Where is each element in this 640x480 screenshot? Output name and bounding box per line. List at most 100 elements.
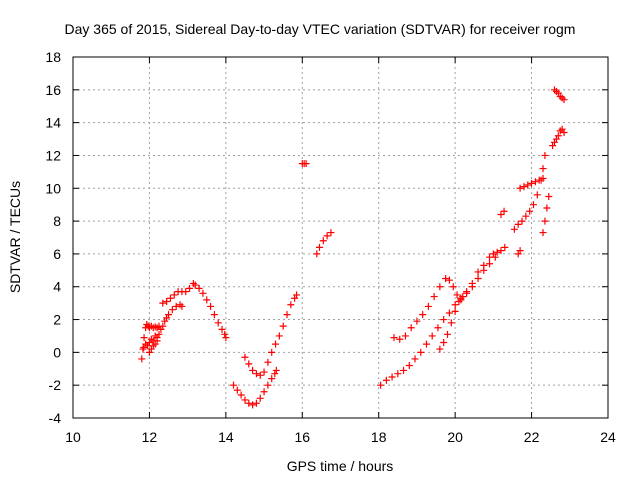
data-point-s3 — [440, 339, 448, 347]
data-point-s3 — [486, 253, 494, 261]
data-point-s3 — [394, 370, 402, 378]
grid — [73, 57, 608, 418]
data-point-s3 — [545, 192, 553, 200]
data-point-s3 — [543, 204, 551, 212]
data-point-s3 — [419, 311, 427, 319]
y-tick-label: 8 — [53, 213, 61, 229]
data-point-s2 — [271, 370, 279, 378]
data-point-s1 — [191, 281, 199, 289]
data-point-s3 — [501, 243, 509, 251]
data-point-s3 — [541, 151, 549, 159]
data-point-s3 — [442, 275, 450, 283]
data-point-s3 — [400, 366, 408, 374]
y-tick-label: 10 — [45, 180, 61, 196]
y-tick-label: 0 — [53, 344, 61, 360]
data-point-s3 — [516, 184, 524, 192]
data-point-s1 — [207, 302, 215, 310]
data-point-s3 — [474, 275, 482, 283]
data-point-s2 — [302, 160, 310, 168]
y-tick-label: 14 — [45, 115, 61, 131]
data-point-s1 — [186, 284, 194, 292]
data-point-s1 — [165, 311, 173, 319]
data-point-s3 — [377, 381, 385, 389]
data-point-s3 — [522, 212, 530, 220]
data-point-s3 — [541, 217, 549, 225]
data-point-s3 — [539, 174, 547, 182]
data-point-s3 — [451, 301, 459, 309]
data-point-s2 — [252, 370, 260, 378]
x-axis-label: GPS time / hours — [287, 458, 394, 474]
data-point-s3 — [533, 191, 541, 199]
data-point-s3 — [489, 250, 497, 258]
x-tick-label: 10 — [65, 429, 81, 445]
data-point-s3 — [459, 293, 467, 301]
data-point-s3 — [417, 348, 425, 356]
data-point-s3 — [528, 179, 536, 187]
data-point-s2 — [283, 311, 291, 319]
data-point-s1 — [182, 288, 190, 296]
data-point-s1 — [170, 291, 178, 299]
data-point-s3 — [531, 178, 539, 186]
y-tick-label: -2 — [49, 377, 62, 393]
y-tick-label: 4 — [53, 279, 61, 295]
data-point-s3 — [430, 293, 438, 301]
data-point-s1 — [195, 284, 203, 292]
data-point-s2 — [268, 348, 276, 356]
y-tick-label: 6 — [53, 246, 61, 262]
data-point-s1 — [159, 299, 167, 307]
data-point-s3 — [413, 317, 421, 325]
data-point-s1 — [155, 330, 163, 338]
plot-frame — [72, 56, 609, 419]
data-point-s3 — [428, 332, 436, 340]
chart-title: Day 365 of 2015, Sidereal Day-to-day VTE… — [65, 21, 576, 37]
data-point-s3 — [474, 268, 482, 276]
data-point-s2 — [293, 291, 301, 299]
data-point-s2 — [264, 358, 272, 366]
data-point-s3 — [497, 247, 505, 255]
data-point-s3 — [436, 283, 444, 291]
x-tick-label: 22 — [524, 429, 540, 445]
data-point-s1 — [214, 319, 222, 327]
y-tick-label: 12 — [45, 147, 61, 163]
data-point-s3 — [445, 276, 453, 284]
data-point-s1 — [210, 311, 218, 319]
data-point-s3 — [514, 220, 522, 228]
data-point-s2 — [260, 388, 268, 396]
data-point-s3 — [468, 279, 476, 287]
data-point-s3 — [455, 297, 463, 305]
data-point-s3 — [449, 283, 457, 291]
x-tick-label: 14 — [218, 429, 234, 445]
data-point-s2 — [272, 340, 280, 348]
data-point-s3 — [396, 335, 404, 343]
data-point-s2 — [275, 332, 283, 340]
data-point-s3 — [560, 128, 568, 136]
data-point-s3 — [440, 316, 448, 324]
data-point-s3 — [390, 334, 398, 342]
data-point-s3 — [444, 330, 451, 338]
data-point-s1 — [222, 334, 230, 342]
data-point-s3 — [535, 176, 543, 184]
data-point-s2 — [287, 301, 295, 309]
x-tick-label: 12 — [142, 429, 158, 445]
x-tick-label: 18 — [371, 429, 387, 445]
data-point-s1 — [153, 337, 161, 345]
data-point-s2 — [241, 353, 249, 361]
data-point-s2 — [245, 360, 253, 368]
data-point-s3 — [516, 247, 524, 255]
data-point-s2 — [279, 322, 287, 330]
data-point-s3 — [560, 96, 568, 104]
data-point-s2 — [260, 368, 268, 376]
data-point-s2 — [233, 386, 241, 394]
data-point-s3 — [447, 319, 455, 327]
data-point-s2 — [252, 399, 260, 407]
data-point-s2 — [256, 394, 264, 402]
data-point-s2 — [272, 366, 280, 374]
data-point-s2 — [319, 237, 327, 245]
x-axis-tick-labels: 10 12 14 16 18 20 22 24 — [65, 429, 616, 445]
data-point-s3 — [424, 302, 432, 310]
y-axis-label: SDTVAR / TECUs — [7, 181, 23, 293]
data-point-s3 — [493, 248, 501, 256]
data-point-s3 — [445, 309, 453, 317]
data-point-s3 — [422, 340, 430, 348]
data-point-s3 — [388, 373, 396, 381]
